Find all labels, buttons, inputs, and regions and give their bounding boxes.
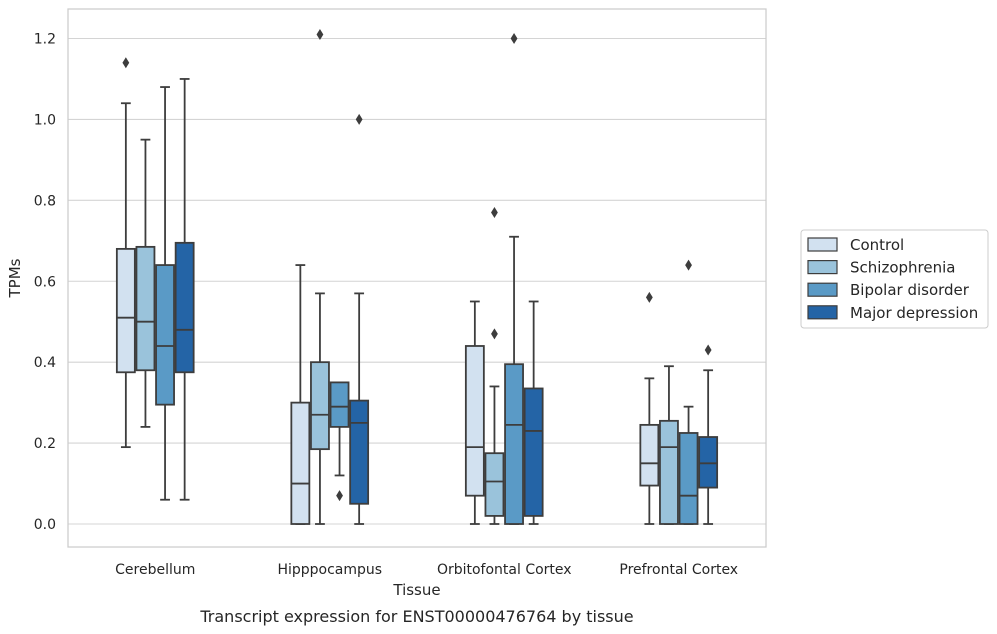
box-body (329, 381, 350, 428)
box-control (464, 300, 485, 525)
y-tick-label: 0.0 (34, 517, 56, 533)
box-bipolar-disorder (329, 381, 350, 502)
x-tick-label: Orbitofontal Cortex (437, 562, 572, 578)
box-body (135, 245, 156, 372)
box-body (155, 264, 175, 406)
box-control (290, 264, 311, 525)
outlier-point (336, 490, 343, 502)
y-tick-label: 0.2 (34, 436, 56, 452)
legend-label: Bipolar disorder (850, 281, 970, 299)
figure-caption: Transcript expression for ENST0000047676… (199, 607, 633, 626)
box-body (639, 423, 660, 487)
box-bipolar-disorder (155, 86, 175, 501)
box-body (464, 345, 485, 497)
outlier-point (355, 113, 363, 125)
legend-label: Schizophrenia (850, 259, 955, 277)
box-bipolar-disorder (504, 33, 524, 525)
legend-swatch (807, 237, 838, 252)
x-axis-ticks: Cerebellum Hipppocampus Orbitofontal Corte… (115, 562, 738, 578)
y-tick-label: 0.4 (34, 355, 56, 371)
box-series-layer (115, 28, 719, 525)
x-tick-label: Prefrontal Cortex (619, 562, 738, 578)
box-control (115, 57, 136, 449)
outlier-point (491, 328, 498, 340)
box-control (639, 291, 660, 525)
y-tick-label: 0.6 (34, 274, 56, 290)
y-tick-label: 1.2 (34, 32, 56, 48)
box-schizophrenia (135, 138, 156, 428)
y-tick-label: 0.8 (34, 193, 56, 209)
box-body (310, 361, 330, 451)
y-tick-label: 1.0 (34, 112, 56, 128)
y-axis-label: TPMs (6, 258, 24, 298)
box-schizophrenia (659, 365, 679, 525)
legend-frame (800, 229, 989, 329)
outlier-point (645, 291, 653, 303)
legend-swatch (807, 260, 838, 275)
x-tick-label: Cerebellum (115, 562, 195, 578)
legend: Control Schizophrenia Bipolar disorder Majo… (800, 229, 989, 329)
legend-swatch (807, 305, 838, 320)
outlier-point (704, 344, 712, 356)
x-tick-label: Hipppocampus (277, 562, 382, 578)
box-major-depression (523, 300, 544, 525)
box-body (504, 363, 524, 525)
box-body (290, 401, 311, 525)
outlier-point (510, 33, 518, 44)
box-body (678, 432, 699, 525)
outlier-point (122, 57, 130, 69)
legend-label: Major depression (850, 304, 978, 322)
legend-swatch (807, 282, 838, 297)
box-major-depression (349, 113, 370, 525)
box-major-depression (698, 344, 719, 525)
legend-items: Control Schizophrenia Bipolar disorder Majo… (807, 236, 978, 322)
box-body (174, 241, 195, 374)
box-body (523, 387, 544, 517)
box-body (349, 399, 370, 505)
outlier-point (491, 206, 498, 218)
box-major-depression (174, 78, 195, 501)
box-schizophrenia (484, 206, 505, 525)
x-axis-label: Tissue (392, 581, 440, 599)
box-body (115, 247, 136, 374)
outlier-point (685, 259, 692, 271)
box-body (698, 436, 719, 489)
y-axis-ticks: 0.0 0.2 0.4 0.6 0.8 1.0 1.2 (34, 32, 56, 534)
outlier-point (316, 28, 324, 40)
box-body (659, 419, 679, 525)
legend-label: Control (850, 236, 904, 254)
box-bipolar-disorder (678, 259, 699, 525)
plot-area-frame (67, 8, 767, 548)
box-schizophrenia (310, 28, 330, 525)
box-body (484, 452, 505, 517)
